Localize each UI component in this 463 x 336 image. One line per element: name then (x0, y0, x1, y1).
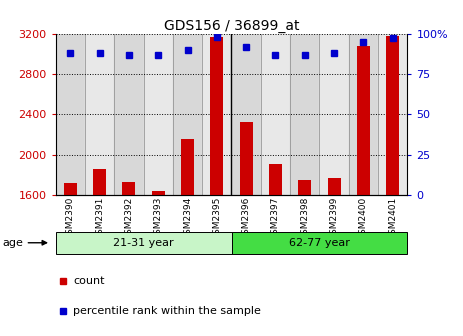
Bar (386, 36, 400, 195)
Bar (269, 164, 282, 195)
Bar (349, 34, 378, 195)
Bar (122, 182, 136, 195)
Bar (261, 34, 290, 195)
Bar (210, 37, 224, 195)
Text: count: count (73, 276, 105, 286)
Bar (93, 169, 106, 195)
Bar (114, 34, 144, 195)
Bar (63, 183, 77, 195)
Text: age: age (2, 238, 23, 248)
Bar (327, 178, 341, 195)
Bar (181, 139, 194, 195)
Bar (290, 34, 319, 195)
Bar (202, 34, 232, 195)
Bar (319, 34, 349, 195)
Bar (357, 46, 370, 195)
Bar (378, 34, 407, 195)
Bar (56, 232, 232, 254)
Bar (85, 34, 114, 195)
Bar (151, 191, 165, 195)
Bar (232, 232, 407, 254)
Text: 62-77 year: 62-77 year (289, 238, 350, 248)
Bar (56, 34, 85, 195)
Text: 21-31 year: 21-31 year (113, 238, 174, 248)
Text: percentile rank within the sample: percentile rank within the sample (73, 306, 261, 316)
Bar (298, 180, 312, 195)
Title: GDS156 / 36899_at: GDS156 / 36899_at (164, 18, 299, 33)
Bar (232, 34, 261, 195)
Bar (173, 34, 202, 195)
Bar (239, 122, 253, 195)
Bar (144, 34, 173, 195)
